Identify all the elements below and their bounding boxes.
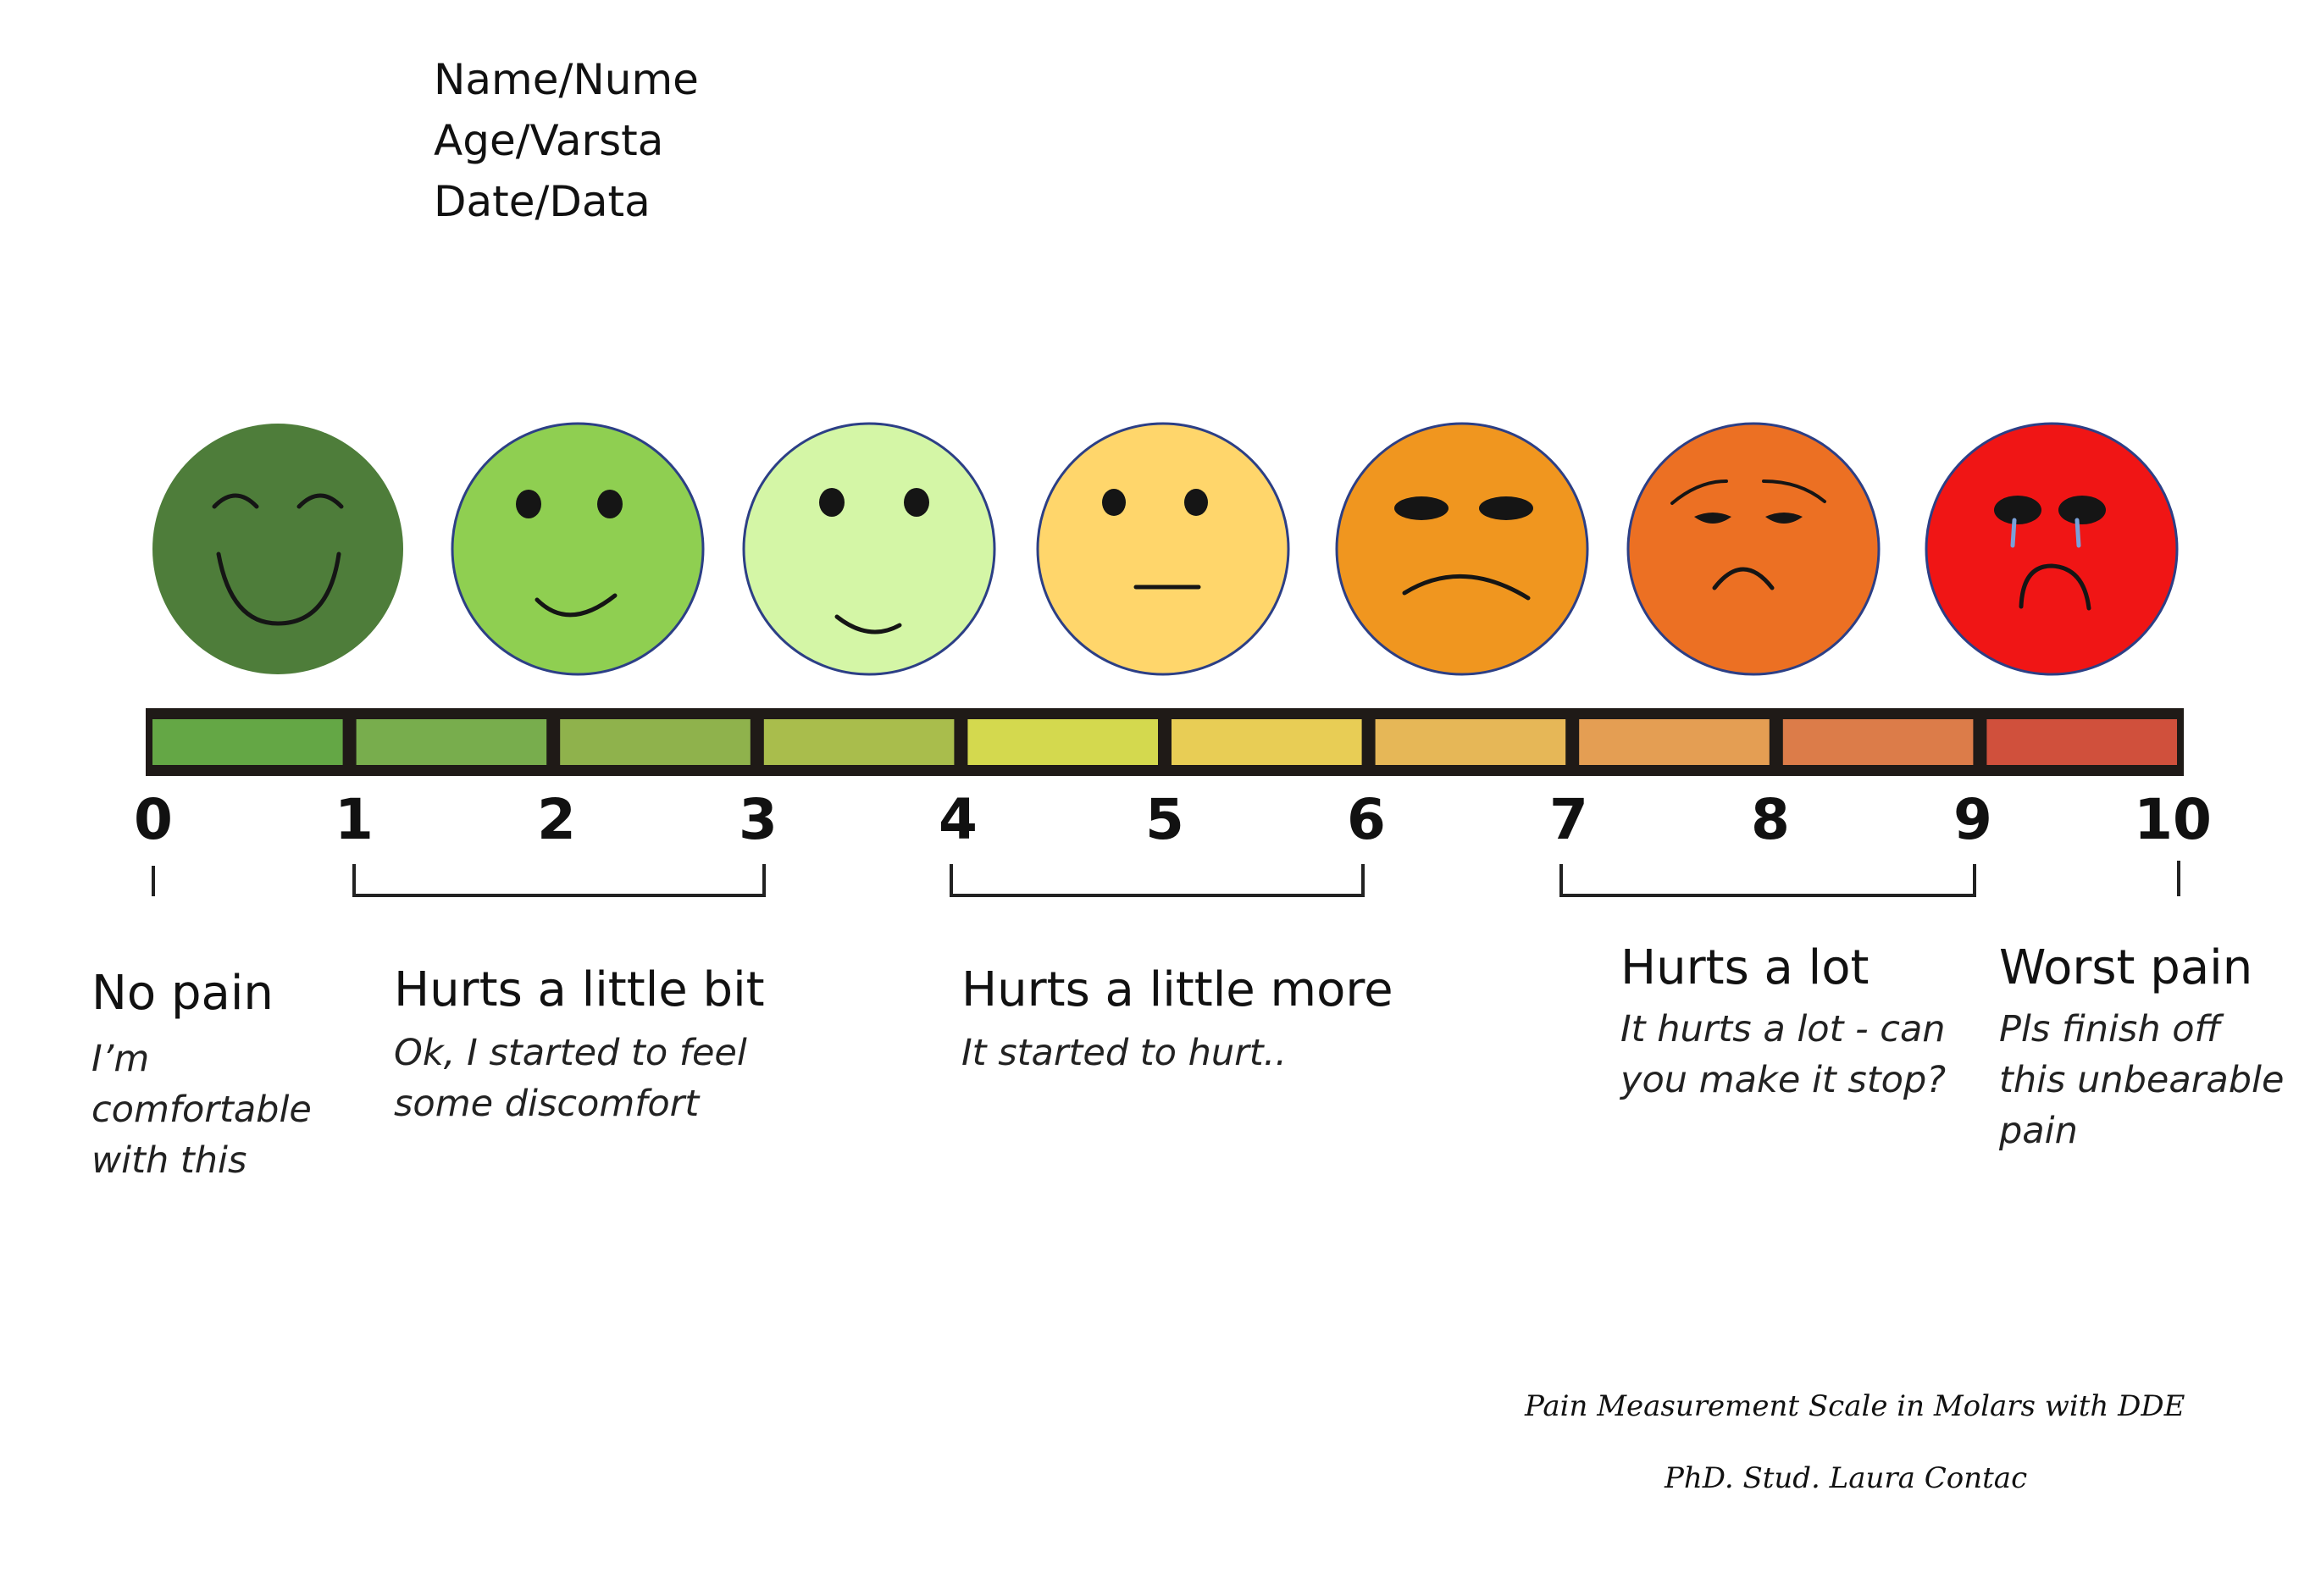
patient-info-block: Name/Nume Age/Varsta Date/Data bbox=[434, 49, 699, 232]
label-worst-pain-title: Worst pain bbox=[1999, 940, 2253, 995]
scale-tick-label: 10 bbox=[2134, 787, 2212, 852]
scale-tick-label: 5 bbox=[1145, 787, 1184, 852]
credit-author: PhD. Stud. Laura Contac bbox=[1665, 1461, 2028, 1495]
label-a-lot-description: It hurts a lot - can you make it stop? bbox=[1620, 1008, 1947, 1101]
label-little-more-title: Hurts a little more bbox=[961, 962, 1393, 1017]
pain-faces-row bbox=[152, 422, 2179, 676]
scale-segment bbox=[967, 719, 1158, 765]
date-field-label: Date/Data bbox=[434, 177, 651, 226]
label-no-pain-title: No pain bbox=[91, 966, 274, 1021]
pain-scale-bar: 0 1 2 3 4 5 6 7 8 9 10 bbox=[134, 708, 2212, 897]
label-little-bit-description: Ok, I started to feel some discomfort bbox=[394, 1032, 747, 1125]
sad-face-icon bbox=[1626, 422, 1881, 676]
scale-segment bbox=[1579, 719, 1770, 765]
neutral-face-icon bbox=[1036, 422, 1290, 676]
crying-face-icon bbox=[1925, 422, 2179, 676]
scale-segment bbox=[152, 719, 343, 765]
age-field-label: Age/Varsta bbox=[434, 116, 664, 165]
label-no-pain-description: I’m comfortable with this bbox=[91, 1038, 312, 1182]
scale-tick-label: 7 bbox=[1549, 787, 1588, 852]
label-little-more-description: It started to hurt.. bbox=[961, 1032, 1287, 1074]
range-bracket bbox=[1559, 864, 1976, 897]
scale-tick-label: 9 bbox=[1953, 787, 1992, 852]
range-bracket bbox=[352, 864, 766, 897]
label-a-lot-title: Hurts a lot bbox=[1620, 940, 1870, 995]
credit-scale-title: Pain Measurement Scale in Molars with DD… bbox=[1525, 1389, 2185, 1423]
scale-tick-label: 1 bbox=[335, 787, 374, 852]
range-bracket bbox=[950, 864, 1365, 897]
scale-segment bbox=[356, 719, 547, 765]
scale-tick-label: 2 bbox=[537, 787, 576, 852]
scale-tick-label: 3 bbox=[739, 787, 778, 852]
scale-segment bbox=[1172, 719, 1362, 765]
slight-smile-face-icon bbox=[742, 422, 996, 676]
scale-tick-label: 8 bbox=[1751, 787, 1790, 852]
very-happy-face-icon bbox=[152, 424, 403, 674]
scale-segment bbox=[1375, 719, 1566, 765]
scale-tick-label: 6 bbox=[1347, 787, 1386, 852]
label-worst-pain-description: Pls finish off this unbearable pain bbox=[1999, 1008, 2285, 1152]
scale-tick-label: 4 bbox=[939, 787, 978, 852]
happy-face-icon bbox=[451, 422, 705, 676]
name-field-label: Name/Nume bbox=[434, 55, 699, 104]
scale-segment bbox=[1782, 719, 1974, 765]
frown-face-icon bbox=[1335, 422, 1589, 676]
scale-segment bbox=[1986, 719, 2177, 765]
scale-segment bbox=[560, 719, 751, 765]
label-little-bit-title: Hurts a little bit bbox=[394, 962, 765, 1017]
scale-tick-label: 0 bbox=[134, 787, 173, 852]
scale-segment bbox=[763, 719, 955, 765]
